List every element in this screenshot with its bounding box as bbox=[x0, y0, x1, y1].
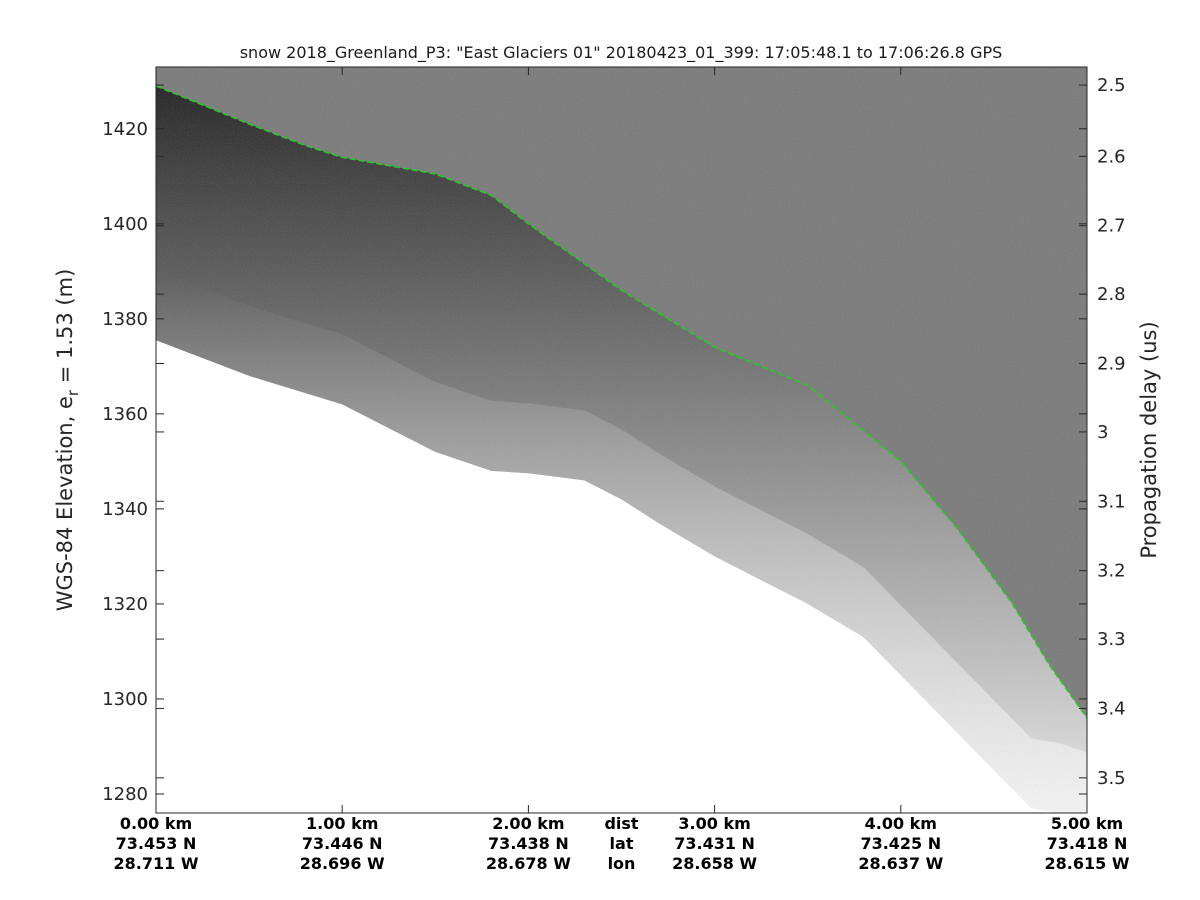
speckle-noise bbox=[156, 67, 1087, 813]
x-tick-lat: 73.431 N bbox=[674, 834, 755, 853]
right-tick-label: 3 bbox=[1097, 422, 1108, 443]
x-row-label-dist: dist bbox=[604, 814, 638, 833]
right-tick-label: 2.8 bbox=[1097, 284, 1126, 305]
x-tick-lon: 28.637 W bbox=[858, 854, 943, 873]
right-tick-label: 3.1 bbox=[1097, 491, 1126, 512]
x-tick-lon: 28.678 W bbox=[486, 854, 571, 873]
y-tick-label: 1400 bbox=[102, 214, 148, 235]
right-y-axis-label: Propagation delay (us) bbox=[1137, 321, 1161, 558]
x-tick-dist: 3.00 km bbox=[678, 814, 750, 833]
x-tick-dist: 2.00 km bbox=[492, 814, 564, 833]
plot-frame bbox=[155, 66, 1088, 814]
x-tick-lat: 73.438 N bbox=[488, 834, 569, 853]
x-tick-lat: 73.418 N bbox=[1047, 834, 1128, 853]
x-row-label-lat: lat bbox=[610, 834, 634, 853]
right-tick-label: 3.2 bbox=[1097, 561, 1126, 582]
x-tick-lon: 28.696 W bbox=[300, 854, 385, 873]
x-tick-lat: 73.425 N bbox=[860, 834, 941, 853]
x-tick-dist: 0.00 km bbox=[120, 814, 192, 833]
x-tick-lon: 28.615 W bbox=[1045, 854, 1130, 873]
left-y-axis: 1280 1300 1320 1340 1360 1380 1400 1420 bbox=[102, 119, 1087, 805]
x-row-label-lon: lon bbox=[608, 854, 636, 873]
x-tick-lon: 28.658 W bbox=[672, 854, 757, 873]
y-tick-label: 1380 bbox=[102, 309, 148, 330]
y-tick-label: 1320 bbox=[102, 594, 148, 615]
no-data-region bbox=[156, 340, 1060, 813]
surface-pick-line bbox=[156, 85, 1087, 719]
y-tick-label: 1300 bbox=[102, 689, 148, 710]
x-tick-dist: 1.00 km bbox=[306, 814, 378, 833]
x-tick-dist: 5.00 km bbox=[1051, 814, 1123, 833]
right-tick-label: 2.6 bbox=[1097, 146, 1126, 167]
echogram-image bbox=[156, 67, 1087, 813]
right-tick-label: 2.7 bbox=[1097, 216, 1126, 237]
chart-title: snow 2018_Greenland_P3: "East Glaciers 0… bbox=[240, 43, 1003, 63]
right-y-axis: 2.5 2.6 2.7 2.8 2.9 3 3.1 3.2 3.3 3.4 3.5 bbox=[156, 75, 1126, 789]
right-tick-label: 3.3 bbox=[1097, 629, 1126, 650]
y-tick-label: 1280 bbox=[102, 784, 148, 805]
y-tick-label: 1340 bbox=[102, 499, 148, 520]
y-tick-label: 1420 bbox=[102, 119, 148, 140]
x-tick-lon: 28.711 W bbox=[114, 854, 199, 873]
x-tick-dist: 4.00 km bbox=[865, 814, 937, 833]
x-tick-lat: 73.453 N bbox=[116, 834, 197, 853]
right-tick-label: 2.5 bbox=[1097, 75, 1126, 96]
right-tick-label: 2.9 bbox=[1097, 353, 1126, 374]
y-tick-label: 1360 bbox=[102, 404, 148, 425]
x-tick-lat: 73.446 N bbox=[302, 834, 383, 853]
y-axis-label: WGS-84 Elevation, er = 1.53 (m) bbox=[53, 269, 82, 612]
right-tick-label: 3.5 bbox=[1097, 768, 1126, 789]
right-tick-label: 3.4 bbox=[1097, 698, 1126, 719]
